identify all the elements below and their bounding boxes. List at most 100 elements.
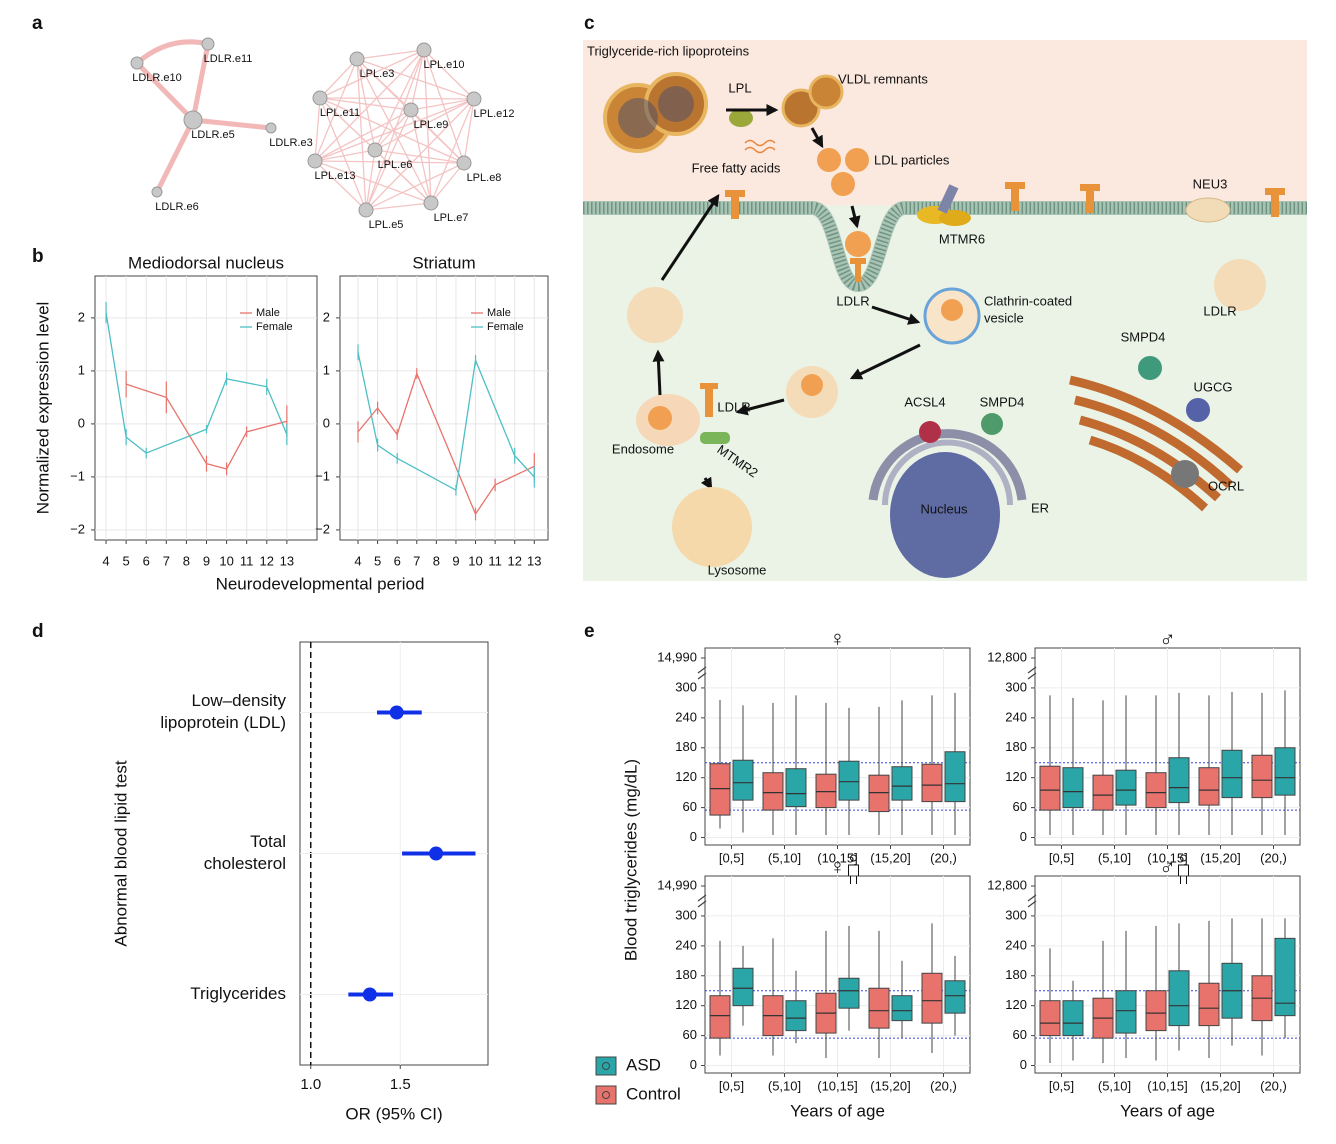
node xyxy=(367,142,383,158)
series-line xyxy=(125,383,288,470)
y-tick-label: 120 xyxy=(1005,769,1027,784)
box xyxy=(921,763,943,803)
panel-label: e xyxy=(584,621,595,642)
x-tick-label: (15,20] xyxy=(870,850,910,865)
x-tick-label: 1.5 xyxy=(390,1076,411,1093)
edge xyxy=(314,160,367,211)
arrow xyxy=(660,194,720,281)
edge xyxy=(374,149,432,204)
mtmr6-domain xyxy=(937,184,959,214)
diagram-label: LPL xyxy=(728,80,751,95)
y-tick-label: 0 xyxy=(690,829,697,844)
x-tick-label: 12 xyxy=(260,553,274,568)
arrow xyxy=(652,349,665,396)
box xyxy=(1274,747,1296,796)
box xyxy=(1274,937,1296,1017)
box xyxy=(785,1000,807,1032)
edge xyxy=(319,97,475,100)
ldl-particle xyxy=(941,299,963,321)
node-label: LDLR.e5 xyxy=(191,129,234,141)
y-tick-label: 300 xyxy=(1005,679,1027,694)
box xyxy=(921,972,943,1024)
edge xyxy=(314,97,321,162)
edge xyxy=(365,98,475,211)
legend-label: Control xyxy=(626,1084,681,1103)
y-tick-label: −1 xyxy=(315,468,330,483)
box xyxy=(1092,774,1114,811)
y-tick-label: 0 xyxy=(1020,1057,1027,1072)
edge xyxy=(319,58,358,99)
x-tick-label: 1.0 xyxy=(300,1076,321,1093)
diagram-label: ER xyxy=(1031,500,1049,515)
y-tick-label: 0 xyxy=(690,1057,697,1072)
panel-label: b xyxy=(32,246,44,267)
diagram-label: vesicle xyxy=(984,310,1024,325)
edge xyxy=(319,49,425,99)
y-tick-label: −2 xyxy=(70,521,85,536)
x-tick-label: [0,5] xyxy=(1049,850,1074,865)
y-tick-label: 120 xyxy=(675,769,697,784)
node-label: LPL.e7 xyxy=(434,212,469,224)
y-tick-label: 60 xyxy=(1013,1027,1027,1042)
x-tick-label: (10,15] xyxy=(817,850,857,865)
edge xyxy=(314,49,425,162)
y-tick-label: lipoprotein (LDL) xyxy=(160,713,286,732)
icon-body xyxy=(848,864,859,884)
legend-swatch xyxy=(595,1056,617,1076)
lipoprotein-core xyxy=(658,86,694,122)
lpl-enzyme xyxy=(729,109,753,127)
x-tick-label: (15,20] xyxy=(1200,1078,1240,1093)
diagram-label: UGCG xyxy=(1194,379,1233,394)
box xyxy=(891,766,913,801)
box xyxy=(1062,1000,1084,1037)
icon-head xyxy=(850,854,857,862)
diagram-label: NEU3 xyxy=(1193,176,1228,191)
person-icon xyxy=(848,854,859,884)
x-tick-label: (15,20] xyxy=(1200,850,1240,865)
edge xyxy=(319,97,367,211)
node-label: LPL.e10 xyxy=(424,59,465,71)
diagram-label: LDLR xyxy=(1203,303,1236,318)
edge xyxy=(190,43,211,121)
y-tick-label: 120 xyxy=(675,997,697,1012)
x-tick-label: 4 xyxy=(354,553,361,568)
y-tick-label: 240 xyxy=(1005,709,1027,724)
box xyxy=(1145,772,1167,809)
node-label: LPL.e13 xyxy=(315,170,356,182)
node xyxy=(183,110,203,130)
x-tick-label: (20,) xyxy=(1260,850,1287,865)
x-axis-label: Years of age xyxy=(1120,1101,1215,1120)
y-axis-label: Abnormal blood lipid test xyxy=(111,760,130,946)
x-tick-label: (10,15] xyxy=(1147,850,1187,865)
ugcg xyxy=(1186,398,1210,422)
point-estimate xyxy=(429,846,444,861)
diagram-label: Nucleus xyxy=(921,501,968,516)
y-tick-label: 240 xyxy=(1005,937,1027,952)
panel-label: d xyxy=(32,621,44,642)
axis-break xyxy=(697,894,707,902)
edge xyxy=(356,58,367,211)
ldl-particle xyxy=(801,374,823,396)
edge xyxy=(314,149,376,162)
lipoprotein-core xyxy=(618,98,658,138)
chart-title: ♀ xyxy=(829,854,846,879)
box xyxy=(709,763,731,816)
y-tick-label: 180 xyxy=(1005,967,1027,982)
panel-label: a xyxy=(32,13,43,34)
arrow xyxy=(849,343,921,380)
point-estimate xyxy=(389,705,404,720)
edge xyxy=(430,98,475,204)
diagram-label: OCRL xyxy=(1208,478,1244,493)
legend-label: Male xyxy=(256,307,280,319)
network: LDLR.e11 LDLR.e10 LDLR.e5 LDLR.e3 LDLR.e6 LPL… xyxy=(130,37,515,231)
y-tick-label: 0 xyxy=(78,415,85,430)
box xyxy=(785,768,807,808)
x-tick-label: (5,10] xyxy=(1098,850,1131,865)
node-label: LPL.e12 xyxy=(474,108,515,120)
edge xyxy=(314,160,465,164)
box xyxy=(815,773,837,809)
node-label: LDLR.e11 xyxy=(204,53,253,65)
x-tick-label: (10,15] xyxy=(817,1078,857,1093)
chart-title: Striatum xyxy=(412,253,475,272)
